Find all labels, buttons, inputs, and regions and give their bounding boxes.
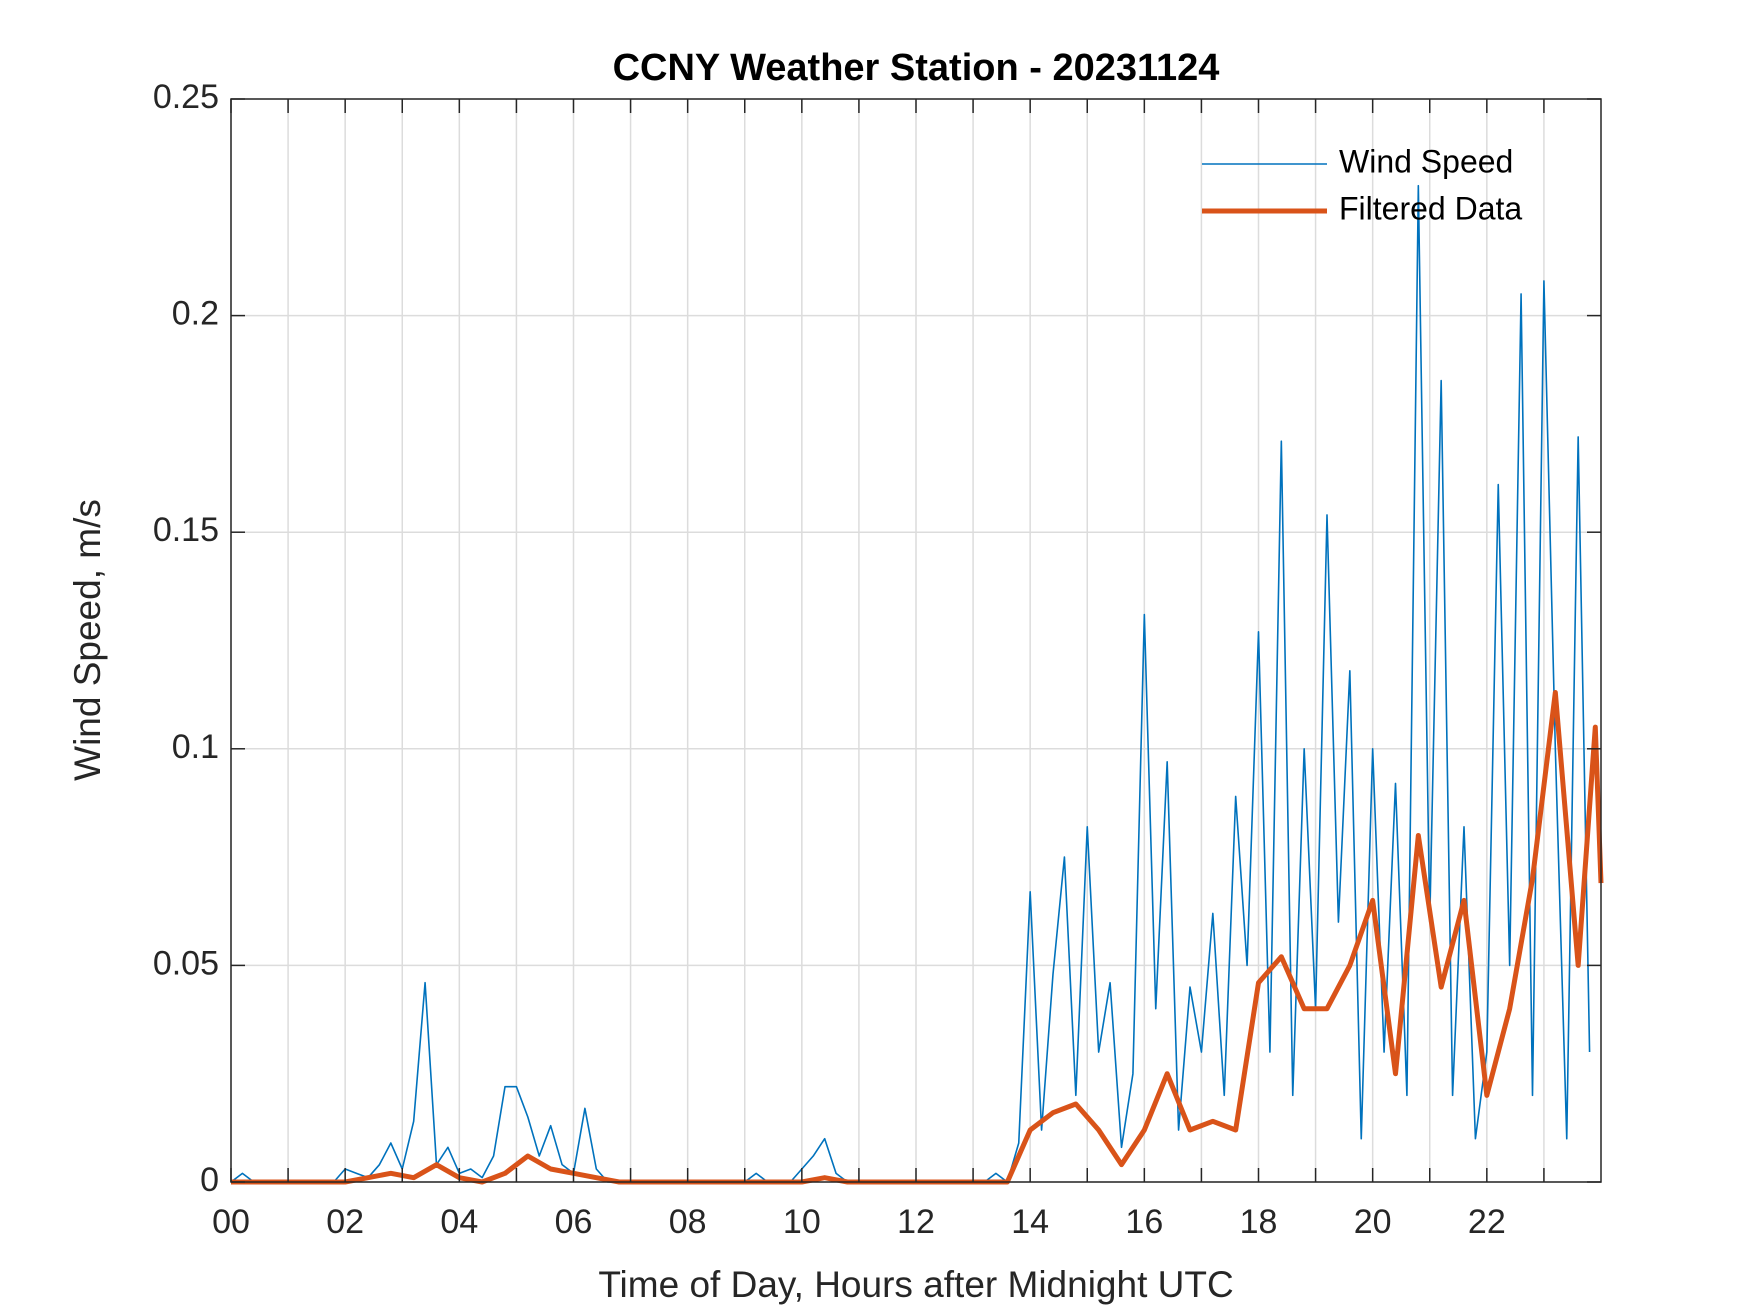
- legend-label: Filtered Data: [1339, 190, 1522, 226]
- x-tick-label: 02: [326, 1203, 364, 1241]
- x-tick-label: 04: [440, 1203, 478, 1241]
- y-tick-label: 0.2: [172, 295, 219, 333]
- y-tick-label: 0.25: [153, 78, 219, 116]
- y-axis-label: Wind Speed, m/s: [67, 499, 108, 781]
- x-tick-label: 00: [212, 1203, 250, 1241]
- x-tick-label: 06: [555, 1203, 593, 1241]
- x-tick-label: 16: [1125, 1203, 1163, 1241]
- x-tick-label: 18: [1240, 1203, 1278, 1241]
- ticks: 00 02 04 06 08 10 12 14 16 18 20 22 0 0.05 0.1 0.15 0.2 0…: [153, 78, 1601, 1241]
- x-tick-label: 12: [897, 1203, 935, 1241]
- y-tick-label: 0.05: [153, 944, 219, 982]
- y-tick-label: 0: [200, 1161, 219, 1199]
- x-tick-label: 22: [1468, 1203, 1506, 1241]
- y-tick-label: 0.15: [153, 511, 219, 549]
- y-tick-label: 0.1: [172, 728, 219, 766]
- x-tick-label: 14: [1011, 1203, 1049, 1241]
- chart-title: CCNY Weather Station - 20231124: [613, 47, 1220, 89]
- x-axis-label: Time of Day, Hours after Midnight UTC: [598, 1264, 1233, 1305]
- legend-label: Wind Speed: [1339, 143, 1513, 179]
- x-tick-label: 20: [1354, 1203, 1392, 1241]
- legend: Wind Speed Filtered Data: [1202, 143, 1522, 226]
- x-tick-label: 08: [669, 1203, 707, 1241]
- x-tick-label: 10: [783, 1203, 821, 1241]
